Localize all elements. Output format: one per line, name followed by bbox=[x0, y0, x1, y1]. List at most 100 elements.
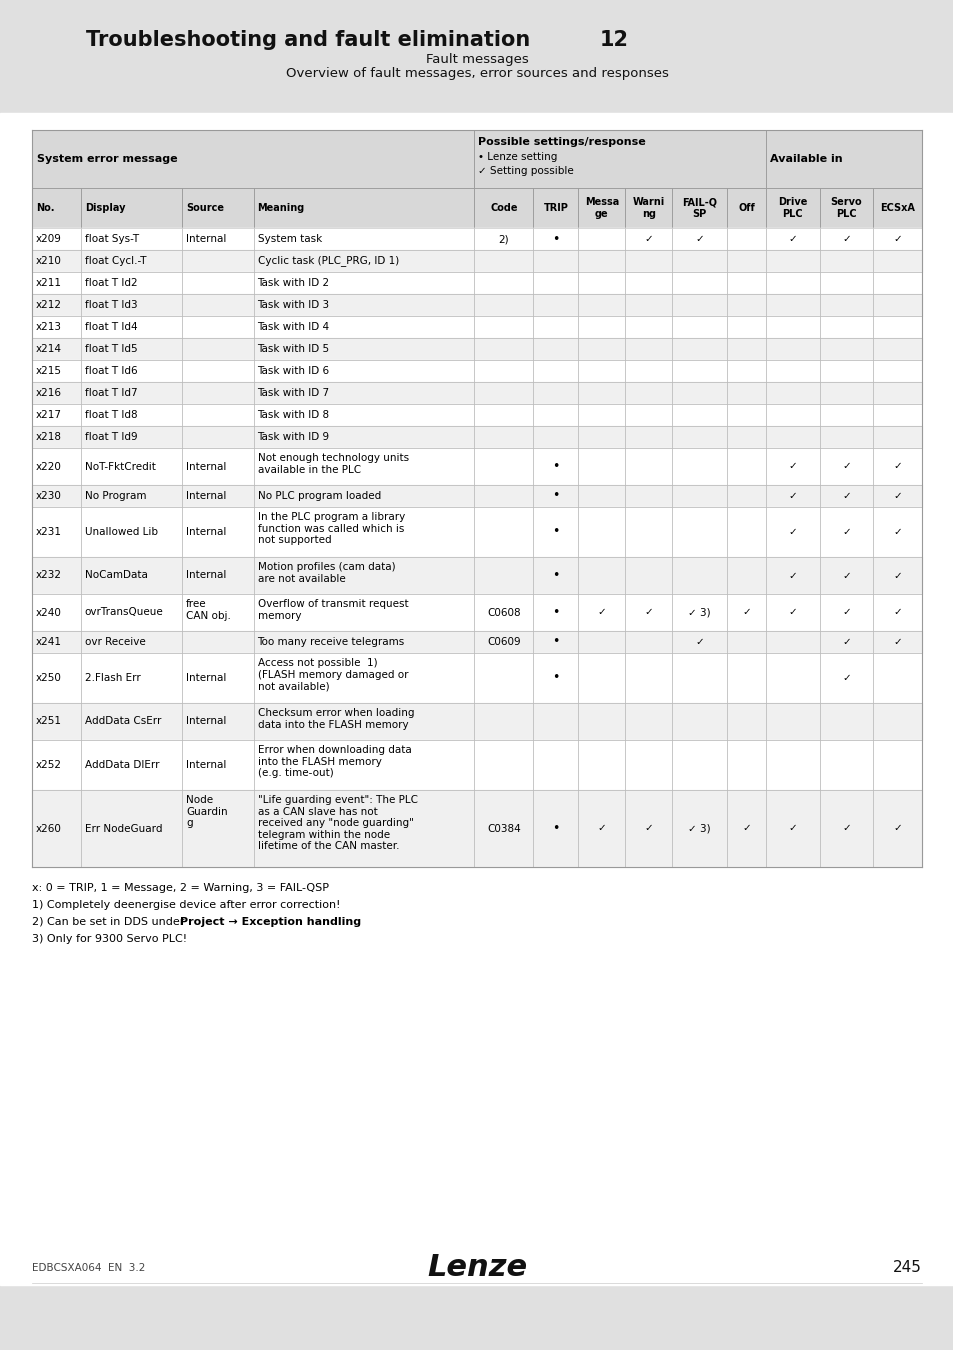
Text: float T Id2: float T Id2 bbox=[85, 278, 137, 288]
Bar bbox=[81, 188, 182, 228]
Bar bbox=[474, 250, 533, 271]
Text: Not enough technology units
available in the PLC: Not enough technology units available in… bbox=[257, 454, 408, 475]
Bar bbox=[872, 594, 921, 630]
Bar bbox=[624, 448, 672, 485]
Text: AddData CsErr: AddData CsErr bbox=[85, 717, 161, 726]
Bar bbox=[182, 630, 253, 653]
Bar bbox=[819, 594, 872, 630]
Text: Task with ID 3: Task with ID 3 bbox=[257, 300, 330, 310]
Bar bbox=[182, 485, 253, 508]
Bar bbox=[474, 653, 533, 703]
Bar bbox=[474, 508, 533, 558]
Bar bbox=[253, 294, 474, 316]
Bar bbox=[672, 271, 726, 294]
Text: x250: x250 bbox=[36, 674, 62, 683]
Text: ✓: ✓ bbox=[788, 608, 797, 617]
Bar bbox=[672, 790, 726, 867]
Text: ✓: ✓ bbox=[892, 637, 901, 647]
Text: x241: x241 bbox=[36, 637, 62, 647]
Bar bbox=[474, 316, 533, 338]
Text: Messa
ge: Messa ge bbox=[584, 197, 618, 219]
Bar bbox=[32, 382, 81, 404]
Bar bbox=[32, 427, 921, 448]
Bar bbox=[533, 653, 578, 703]
Bar bbox=[32, 558, 81, 594]
Bar bbox=[32, 594, 921, 630]
Bar bbox=[253, 338, 474, 360]
Bar bbox=[578, 558, 624, 594]
Bar bbox=[819, 448, 872, 485]
Bar bbox=[81, 316, 182, 338]
Bar bbox=[578, 338, 624, 360]
Bar bbox=[81, 338, 182, 360]
Bar bbox=[872, 508, 921, 558]
Bar bbox=[624, 558, 672, 594]
Text: Internal: Internal bbox=[186, 234, 227, 244]
Bar bbox=[765, 271, 819, 294]
Bar bbox=[474, 427, 533, 448]
Text: Drive
PLC: Drive PLC bbox=[778, 197, 807, 219]
Text: ✓: ✓ bbox=[741, 824, 750, 833]
Bar bbox=[726, 382, 765, 404]
Text: Internal: Internal bbox=[186, 462, 227, 471]
Bar bbox=[474, 558, 533, 594]
Bar bbox=[32, 294, 81, 316]
Text: 2.Flash Err: 2.Flash Err bbox=[85, 674, 140, 683]
Bar bbox=[32, 653, 921, 703]
Bar bbox=[182, 508, 253, 558]
Bar bbox=[32, 740, 81, 790]
Bar bbox=[872, 404, 921, 427]
Bar bbox=[672, 188, 726, 228]
Bar bbox=[253, 316, 474, 338]
Bar bbox=[474, 130, 765, 188]
Text: x260: x260 bbox=[36, 824, 62, 833]
Bar bbox=[872, 448, 921, 485]
Text: float T Id3: float T Id3 bbox=[85, 300, 137, 310]
Text: In the PLC program a library
function was called which is
not supported: In the PLC program a library function wa… bbox=[257, 512, 404, 545]
Bar bbox=[672, 382, 726, 404]
Bar bbox=[819, 228, 872, 250]
Bar bbox=[533, 404, 578, 427]
Text: Troubleshooting and fault elimination: Troubleshooting and fault elimination bbox=[86, 30, 530, 50]
Bar bbox=[578, 294, 624, 316]
Text: ✓: ✓ bbox=[892, 462, 901, 471]
Text: TRIP: TRIP bbox=[543, 202, 568, 213]
Bar bbox=[624, 427, 672, 448]
Text: x216: x216 bbox=[36, 387, 62, 398]
Bar bbox=[533, 485, 578, 508]
Bar bbox=[578, 740, 624, 790]
Text: Task with ID 4: Task with ID 4 bbox=[257, 323, 330, 332]
Text: Task with ID 6: Task with ID 6 bbox=[257, 366, 330, 377]
Bar bbox=[765, 653, 819, 703]
Bar bbox=[182, 703, 253, 740]
Bar bbox=[32, 360, 921, 382]
Bar bbox=[672, 558, 726, 594]
Bar bbox=[872, 427, 921, 448]
Bar bbox=[872, 740, 921, 790]
Bar bbox=[819, 382, 872, 404]
Text: ✓: ✓ bbox=[644, 234, 653, 244]
Bar bbox=[726, 228, 765, 250]
Bar bbox=[81, 558, 182, 594]
Bar bbox=[32, 271, 921, 294]
Bar bbox=[819, 360, 872, 382]
Bar bbox=[765, 338, 819, 360]
Bar bbox=[32, 228, 921, 250]
Text: ✓: ✓ bbox=[788, 234, 797, 244]
Bar bbox=[819, 508, 872, 558]
Text: Internal: Internal bbox=[186, 760, 227, 770]
Bar bbox=[672, 448, 726, 485]
Text: C0609: C0609 bbox=[486, 637, 520, 647]
Bar bbox=[32, 294, 921, 316]
Text: ✓: ✓ bbox=[841, 571, 850, 580]
Text: Checksum error when loading
data into the FLASH memory: Checksum error when loading data into th… bbox=[257, 707, 414, 729]
Text: x251: x251 bbox=[36, 717, 62, 726]
Bar bbox=[624, 630, 672, 653]
Text: •: • bbox=[552, 606, 559, 620]
Text: ✓: ✓ bbox=[841, 526, 850, 537]
Text: Fault messages: Fault messages bbox=[425, 53, 528, 66]
Bar bbox=[672, 485, 726, 508]
Bar bbox=[32, 594, 81, 630]
Bar bbox=[253, 250, 474, 271]
Bar bbox=[872, 228, 921, 250]
